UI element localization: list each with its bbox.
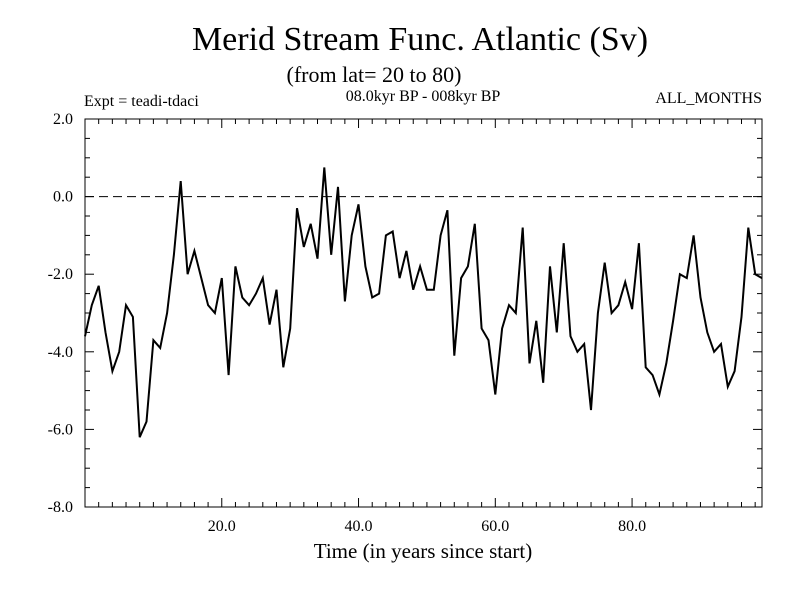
y-tick-label: -6.0: [48, 421, 73, 438]
series-line: [84, 167, 763, 438]
x-tick-label: 60.0: [481, 518, 509, 535]
months-label: ALL_MONTHS: [655, 90, 762, 107]
chart-subtitle: (from lat= 20 to 80): [287, 62, 462, 87]
x-tick-label: 20.0: [208, 518, 236, 535]
x-axis-label: Time (in years since start): [314, 539, 533, 563]
y-tick-label: -2.0: [48, 266, 73, 283]
y-tick-label: -4.0: [48, 344, 73, 361]
experiment-label: Expt = teadi-tdaci: [84, 93, 199, 110]
x-tick-label: 80.0: [618, 518, 646, 535]
y-tick-label: -8.0: [48, 499, 73, 516]
x-tick-label: 40.0: [345, 518, 373, 535]
plot-area: 20.0 40.0 60.0 80.0 2.0 0.0 -2.0 -4.0 -6.0 -8.0: [48, 111, 763, 535]
y-tick-label: 0.0: [53, 189, 73, 206]
plot-frame: [84, 118, 763, 508]
chart-title: Merid Stream Func. Atlantic (Sv): [192, 21, 648, 58]
y-tick-label: 2.0: [53, 111, 73, 128]
period-label: 08.0kyr BP - 008kyr BP: [346, 88, 501, 105]
